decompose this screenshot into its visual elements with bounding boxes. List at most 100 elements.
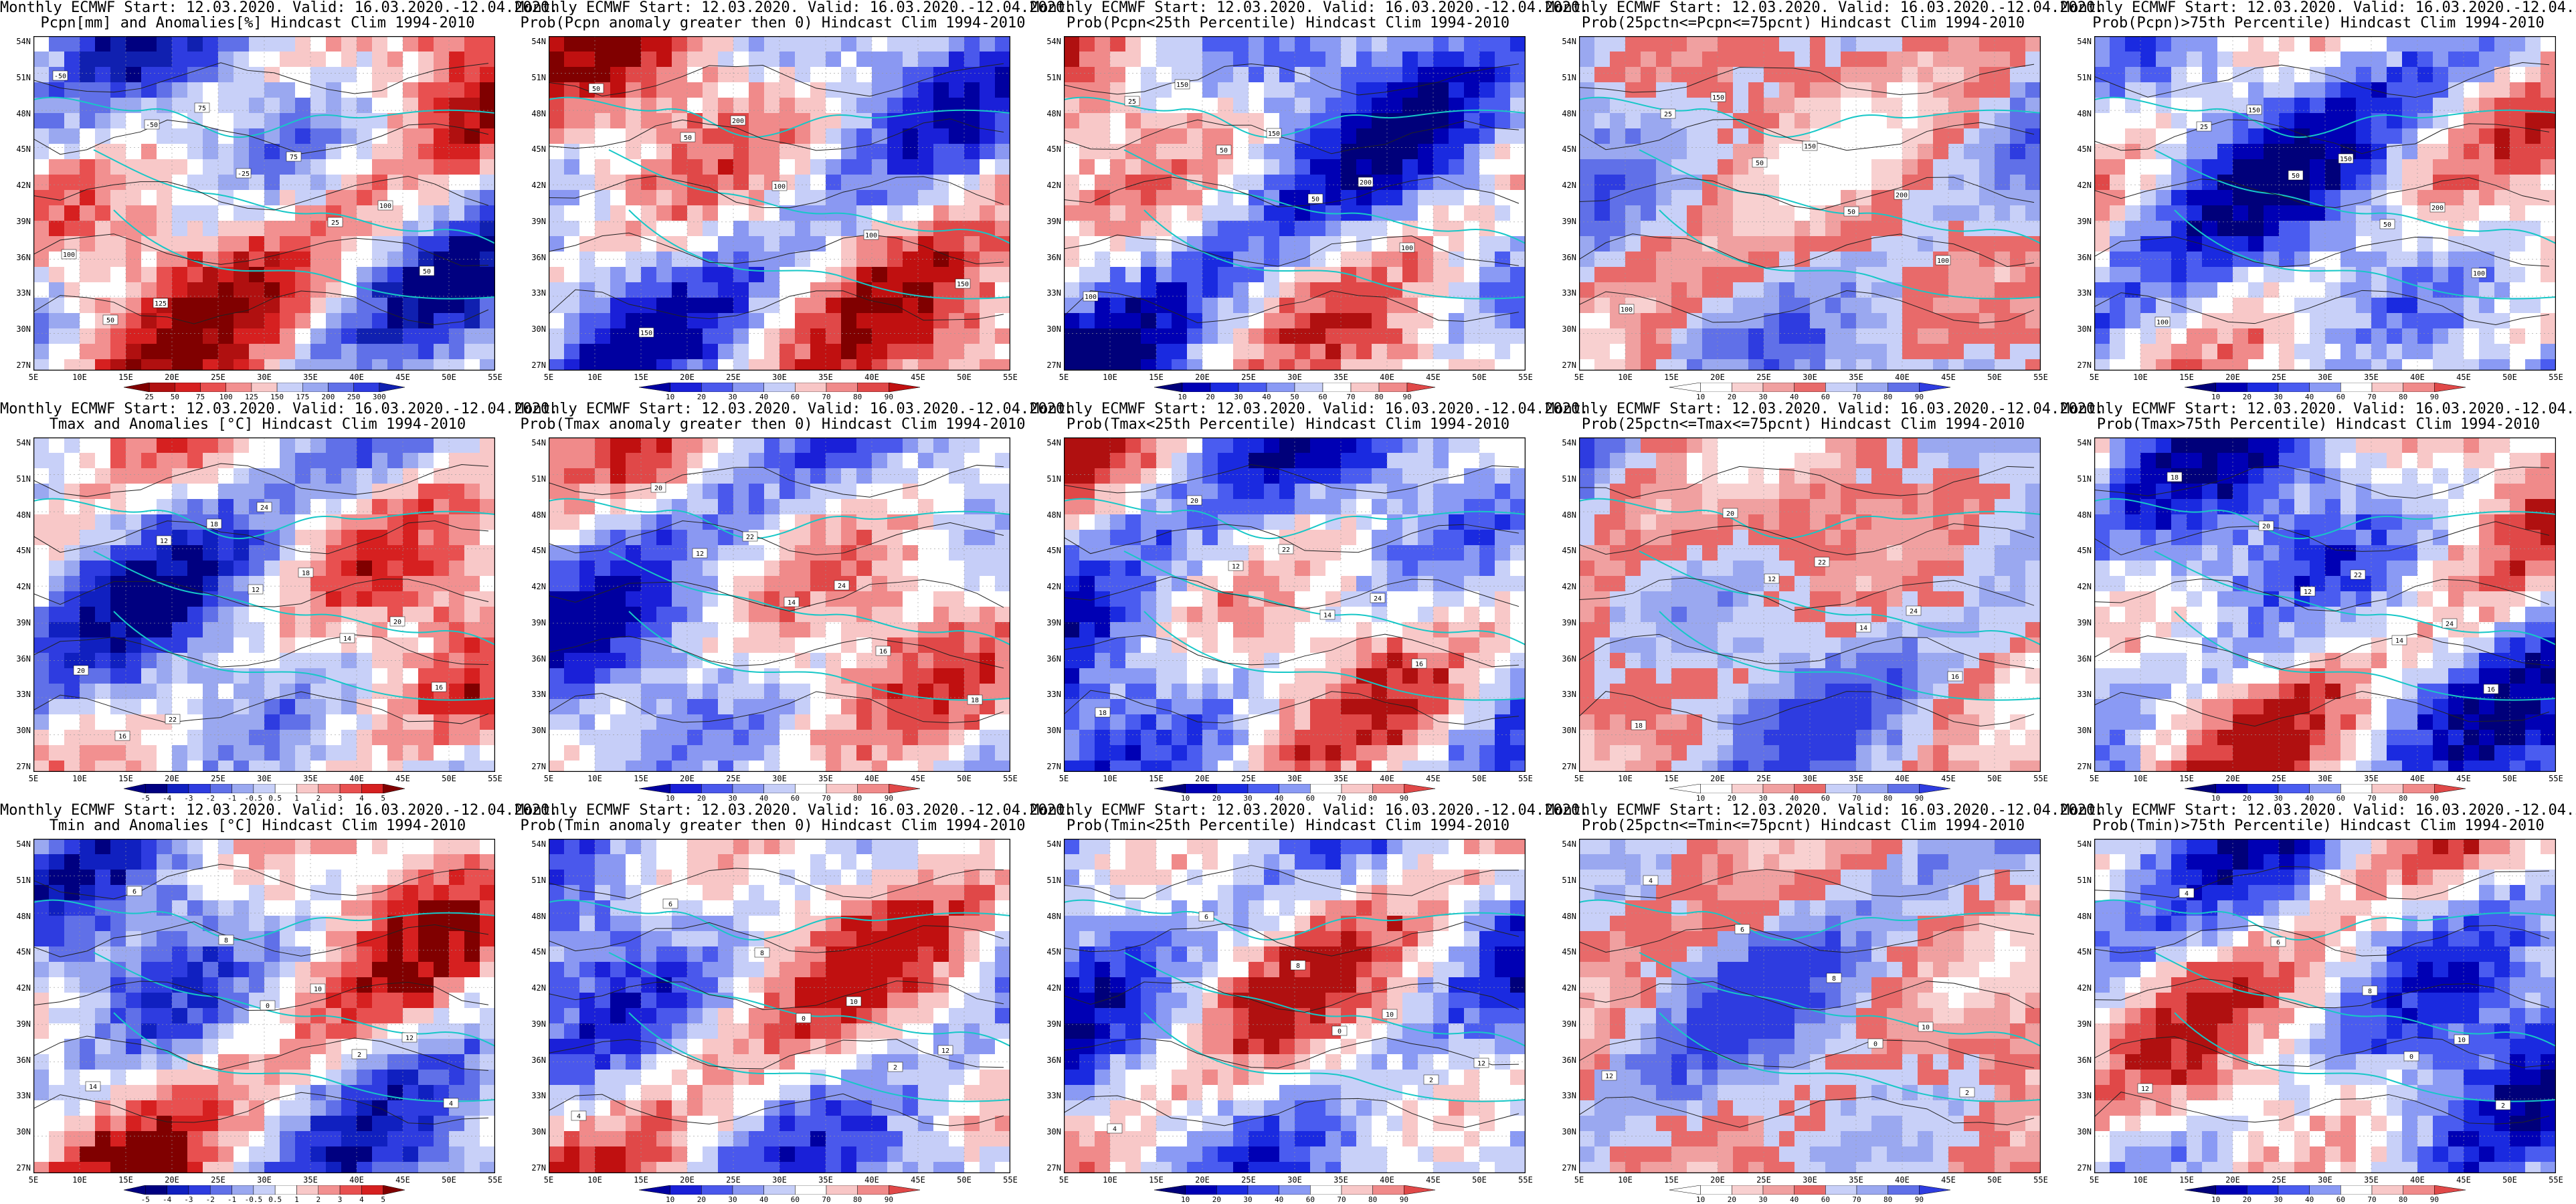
field-cell	[1495, 344, 1511, 360]
field-cell	[841, 468, 857, 484]
field-cell	[449, 576, 465, 592]
field-cell	[280, 576, 296, 592]
field-cell	[1764, 67, 1780, 83]
field-cell	[810, 236, 826, 252]
field-cell	[872, 159, 888, 175]
field-cell	[841, 221, 857, 237]
colorbar-tick-label: 80	[853, 393, 862, 401]
field-cell	[826, 175, 842, 191]
field-cell	[672, 545, 688, 561]
longitude-tick-label: 35E	[818, 373, 833, 382]
field-cell	[2387, 236, 2403, 252]
field-cell	[1579, 344, 1595, 360]
field-cell	[1995, 128, 2011, 144]
field-cell	[1964, 82, 1980, 98]
field-cell	[2010, 36, 2026, 52]
field-cell	[1095, 128, 1111, 144]
colorbar-swatch	[149, 383, 175, 392]
field-cell	[1218, 328, 1234, 344]
field-cell	[1356, 344, 1372, 360]
field-cell	[2187, 282, 2203, 298]
field-cell	[964, 82, 980, 98]
field-cell	[810, 98, 826, 114]
field-cell	[157, 484, 173, 500]
field-cell	[1510, 113, 1526, 129]
field-cell	[687, 252, 703, 268]
field-cell	[449, 699, 465, 715]
field-cell	[2202, 190, 2218, 206]
field-cell	[203, 236, 219, 252]
colorbar	[124, 383, 405, 392]
field-cell	[403, 576, 419, 592]
field-cell	[403, 82, 419, 98]
field-cell	[2387, 36, 2403, 52]
field-cell	[933, 52, 949, 68]
field-cell	[1594, 313, 1611, 329]
field-cell	[464, 82, 480, 98]
field-cell	[1418, 52, 1434, 68]
field-cell	[995, 453, 1010, 469]
field-cell	[1641, 313, 1657, 329]
field-cell	[980, 82, 996, 98]
field-cell	[595, 313, 611, 329]
field-cell	[310, 221, 327, 237]
field-cell	[826, 591, 842, 607]
contour-label-text: 50	[1311, 196, 1319, 203]
field-cell	[2448, 159, 2464, 175]
field-cell	[387, 668, 403, 684]
field-cell	[1402, 82, 1418, 98]
field-cell	[1795, 221, 1811, 237]
field-cell	[549, 453, 565, 469]
field-cell	[1641, 328, 1657, 344]
field-cell	[733, 159, 749, 175]
field-cell	[1887, 267, 1903, 283]
field-cell	[372, 530, 388, 546]
field-cell	[1372, 128, 1388, 144]
field-cell	[933, 252, 949, 268]
field-cell	[1264, 236, 1280, 252]
field-cell	[1202, 221, 1218, 237]
contour-label-text: 50	[684, 134, 692, 142]
field-cell	[549, 98, 565, 114]
field-cell	[2525, 328, 2541, 344]
field-cell	[203, 82, 219, 98]
field-cell	[564, 113, 580, 129]
field-cell	[980, 113, 996, 129]
field-cell	[141, 545, 157, 561]
field-cell	[933, 484, 949, 500]
field-cell	[564, 328, 580, 344]
field-cell	[203, 761, 219, 772]
field-cell	[779, 298, 796, 314]
field-cell	[1156, 328, 1172, 344]
field-cell	[280, 653, 296, 669]
field-cell	[2202, 313, 2218, 329]
field-cell	[403, 344, 419, 360]
field-cell	[95, 36, 111, 52]
field-cell	[418, 699, 434, 715]
field-cell	[187, 730, 203, 746]
colorbar-tick-label: 10	[2211, 393, 2221, 401]
field-cell	[2310, 144, 2326, 160]
field-cell	[49, 653, 65, 669]
field-cell	[933, 313, 949, 329]
field-cell	[903, 82, 919, 98]
field-cell	[1125, 190, 1141, 206]
field-cell	[2217, 252, 2233, 268]
field-cell	[1479, 313, 1495, 329]
field-cell	[810, 144, 826, 160]
field-cell	[387, 591, 403, 607]
field-cell	[80, 730, 96, 746]
field-cell	[1641, 159, 1657, 175]
field-cell	[2387, 67, 2403, 83]
field-cell	[1325, 328, 1342, 344]
field-cell	[2025, 67, 2041, 83]
field-cell	[280, 637, 296, 654]
field-cell	[2510, 267, 2526, 283]
field-cell	[764, 159, 780, 175]
field-cell	[856, 98, 872, 114]
field-cell	[418, 313, 434, 329]
field-cell	[1594, 267, 1611, 283]
field-cell	[1856, 359, 1872, 371]
field-cell	[918, 52, 934, 68]
contour-label: 150	[955, 278, 971, 289]
